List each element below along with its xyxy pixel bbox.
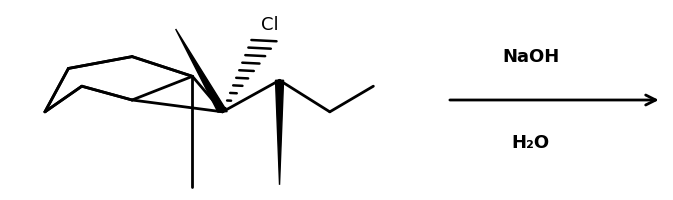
Polygon shape xyxy=(275,80,283,185)
Text: NaOH: NaOH xyxy=(502,48,559,66)
Text: H₂O: H₂O xyxy=(511,134,550,152)
Polygon shape xyxy=(176,29,227,112)
Text: Cl: Cl xyxy=(260,16,279,34)
